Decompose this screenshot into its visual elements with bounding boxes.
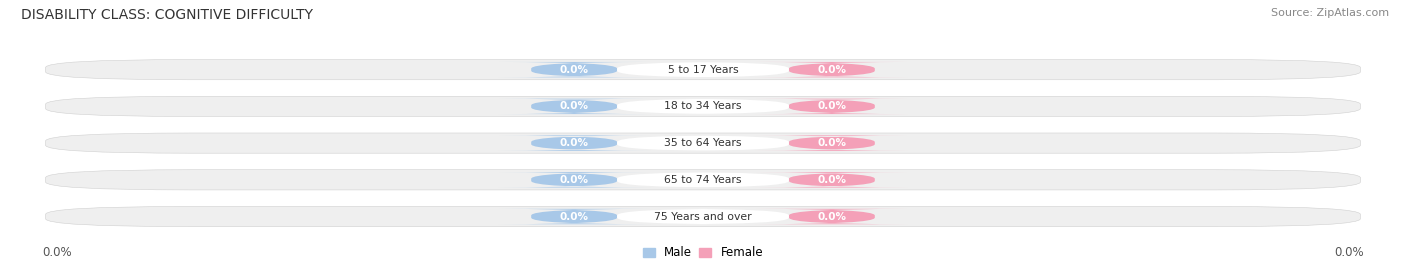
FancyBboxPatch shape [498,135,650,151]
Text: Source: ZipAtlas.com: Source: ZipAtlas.com [1271,8,1389,18]
Text: 0.0%: 0.0% [560,101,589,112]
FancyBboxPatch shape [617,135,789,151]
FancyBboxPatch shape [498,99,650,114]
FancyBboxPatch shape [45,170,1361,190]
Text: 5 to 17 Years: 5 to 17 Years [668,65,738,75]
FancyBboxPatch shape [617,209,789,224]
FancyBboxPatch shape [756,99,908,114]
Text: 0.0%: 0.0% [817,101,846,112]
Text: 0.0%: 0.0% [817,175,846,185]
FancyBboxPatch shape [45,96,1361,116]
FancyBboxPatch shape [45,133,1361,153]
FancyBboxPatch shape [617,99,789,114]
FancyBboxPatch shape [756,62,908,77]
FancyBboxPatch shape [756,172,908,188]
FancyBboxPatch shape [498,209,650,224]
Text: 0.0%: 0.0% [560,65,589,75]
Text: 0.0%: 0.0% [817,65,846,75]
Text: 0.0%: 0.0% [560,138,589,148]
FancyBboxPatch shape [45,207,1361,227]
FancyBboxPatch shape [617,172,789,188]
FancyBboxPatch shape [498,62,650,77]
Text: 0.0%: 0.0% [817,138,846,148]
Text: 35 to 64 Years: 35 to 64 Years [664,138,742,148]
Text: 18 to 34 Years: 18 to 34 Years [664,101,742,112]
FancyBboxPatch shape [756,209,908,224]
FancyBboxPatch shape [498,172,650,188]
Text: 0.0%: 0.0% [42,246,72,259]
FancyBboxPatch shape [756,135,908,151]
FancyBboxPatch shape [617,62,789,77]
Text: 0.0%: 0.0% [817,211,846,222]
Text: 75 Years and over: 75 Years and over [654,211,752,222]
Legend: Male, Female: Male, Female [638,242,768,264]
Text: 0.0%: 0.0% [560,175,589,185]
FancyBboxPatch shape [45,60,1361,80]
Text: 0.0%: 0.0% [560,211,589,222]
Text: 0.0%: 0.0% [1334,246,1364,259]
Text: DISABILITY CLASS: COGNITIVE DIFFICULTY: DISABILITY CLASS: COGNITIVE DIFFICULTY [21,8,314,22]
Text: 65 to 74 Years: 65 to 74 Years [664,175,742,185]
